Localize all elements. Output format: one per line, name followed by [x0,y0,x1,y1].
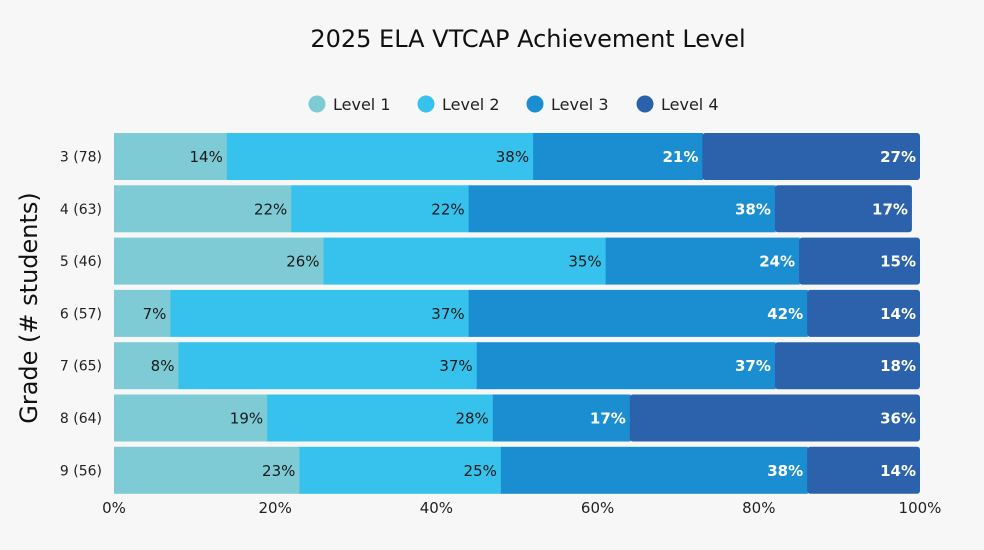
legend-label-level-1: Level 1 [333,95,391,114]
data-label-level-4: 14% [880,462,916,480]
x-tick-label: 20% [259,499,292,517]
bar-row-5-46: 26% 35% 24% 15% [114,237,920,285]
bar-segment-level-2 [299,446,502,494]
data-label-level-1: 26% [286,253,319,271]
x-tick-label: 0% [102,499,126,517]
category-label: 5 (46) [60,254,102,270]
bar-row-6-57: 7% 37% 42% 14% [114,289,920,337]
bar-row-7-65: 8% 37% 37% 18% [114,342,920,390]
legend-label-level-4: Level 4 [661,95,719,114]
legend-label-level-3: Level 3 [551,95,609,114]
legend-label-level-2: Level 2 [442,95,500,114]
bar-segment-level-4 [799,237,920,285]
data-label-level-4: 15% [880,253,916,271]
category-labels: 3 (78) 4 (63) 5 (46) 6 (57) 7 (65) 8 (64) 9 (5… [60,150,102,480]
data-label-level-2: 25% [464,462,497,480]
bar-segment-level-4 [702,133,920,180]
x-tick-label: 60% [581,499,614,517]
legend-item-level-1: Level 1 [308,95,391,114]
bar-segment-level-2 [178,342,478,390]
bar-row-9-56: 23% 25% 38% 14% [114,446,920,494]
bar-segment-level-1 [114,446,300,494]
legend-swatch-level-1 [308,95,326,113]
bar-row-8-64: 19% 28% 17% 36% [114,394,920,442]
category-label: 3 (78) [60,150,102,166]
x-tick-label: 40% [420,499,453,517]
bar-segment-level-4 [807,289,920,337]
data-label-level-3: 42% [767,305,803,323]
data-label-level-2: 38% [496,148,529,166]
data-label-level-3: 38% [735,200,771,218]
bar-segment-level-2 [267,394,494,442]
data-label-level-4: 17% [872,200,908,218]
category-label: 8 (64) [60,411,102,427]
bar-segment-level-3 [492,394,631,442]
legend-swatch-level-3 [526,95,544,113]
bar-segment-level-2 [291,185,470,233]
data-label-level-2: 37% [431,305,464,323]
data-label-level-2: 28% [455,410,488,428]
bars-group: 14% 38% 21% 27% 22% 22% 38% 17% 26% 35% 24% 15% 7% 37… [114,133,920,494]
category-label: 4 (63) [60,202,102,218]
bar-segment-level-1 [114,237,325,285]
data-label-level-1: 23% [262,462,295,480]
legend-swatch-level-2 [417,95,435,113]
data-label-level-1: 22% [254,200,287,218]
data-label-level-1: 19% [230,410,263,428]
bar-segment-level-4 [629,394,920,442]
legend-item-level-2: Level 2 [417,95,500,114]
bar-row-3-78: 14% 38% 21% 27% [114,133,920,180]
bar-segment-level-1 [114,133,228,180]
data-label-level-3: 17% [590,410,626,428]
legend: Level 1 Level 2 Level 3 Level 4 [308,95,719,114]
data-label-level-4: 36% [880,410,916,428]
bar-segment-level-1 [114,289,172,337]
bar-segment-level-4 [774,185,912,233]
x-axis-ticks: 0% 20% 40% 60% 80% 100% [102,499,941,517]
bar-segment-level-2 [226,133,534,180]
bar-segment-level-3 [605,237,800,285]
data-label-level-2: 35% [568,253,601,271]
bar-segment-level-4 [774,342,920,390]
data-label-level-2: 22% [431,200,464,218]
category-label: 9 (56) [60,463,102,479]
bar-row-4-63: 22% 22% 38% 17% [114,185,912,233]
legend-item-level-4: Level 4 [636,95,719,114]
data-label-level-3: 21% [662,148,698,166]
data-label-level-1: 7% [143,305,167,323]
x-tick-label: 80% [742,499,775,517]
bar-segment-level-1 [114,394,268,442]
bar-segment-level-3 [468,289,808,337]
data-label-level-3: 24% [759,253,795,271]
data-label-level-3: 37% [735,357,771,375]
data-label-level-4: 18% [880,357,916,375]
data-label-level-4: 14% [880,305,916,323]
data-label-level-4: 27% [880,148,916,166]
bar-segment-level-3 [533,133,703,180]
bar-segment-level-1 [114,342,180,390]
data-label-level-2: 37% [439,357,472,375]
y-axis-label: Grade (# students) [15,192,43,424]
bar-segment-level-4 [807,446,920,494]
bar-segment-level-2 [170,289,470,337]
bar-segment-level-3 [468,185,776,233]
category-label: 6 (57) [60,306,102,322]
legend-item-level-3: Level 3 [526,95,609,114]
bar-segment-level-2 [323,237,607,285]
data-label-level-3: 38% [767,462,803,480]
data-label-level-1: 14% [189,148,222,166]
bar-segment-level-3 [476,342,776,390]
x-tick-label: 100% [899,499,942,517]
category-label: 7 (65) [60,359,102,375]
bar-segment-level-3 [500,446,808,494]
legend-swatch-level-4 [636,95,654,113]
chart-title: 2025 ELA VTCAP Achievement Level [310,25,745,53]
data-label-level-1: 8% [151,357,175,375]
bar-segment-level-1 [114,185,292,233]
